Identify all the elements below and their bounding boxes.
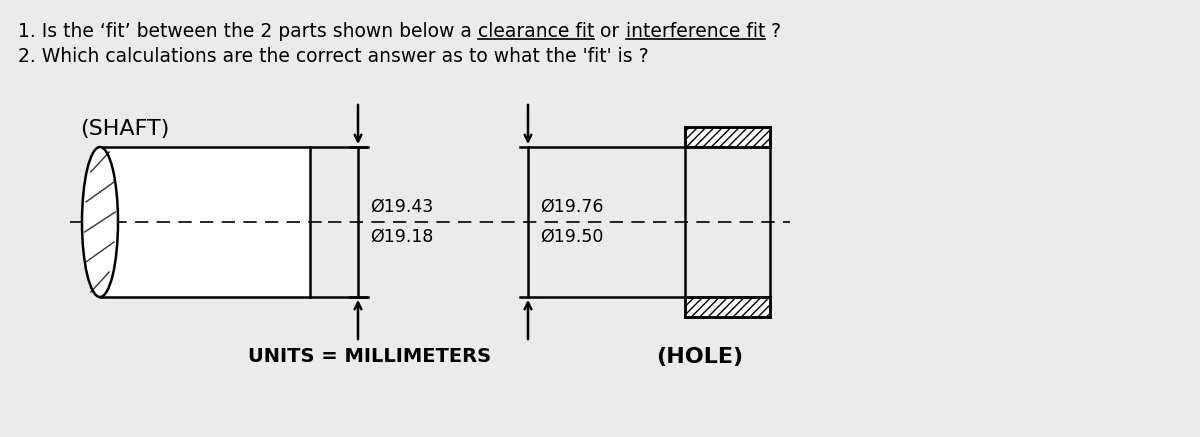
Bar	[685, 127, 770, 147]
Text: clearance fit: clearance fit	[478, 22, 594, 41]
Text: ?: ?	[764, 22, 781, 41]
Text: Ø19.18: Ø19.18	[370, 228, 433, 246]
Text: interference fit: interference fit	[625, 22, 764, 41]
Text: or: or	[594, 22, 625, 41]
Text: UNITS = MILLIMETERS: UNITS = MILLIMETERS	[248, 347, 492, 366]
Ellipse shape	[82, 147, 118, 297]
Text: (SHAFT): (SHAFT)	[80, 119, 169, 139]
Text: 1. Is the ‘fit’ between the 2 parts shown below a: 1. Is the ‘fit’ between the 2 parts show…	[18, 22, 478, 41]
Text: 2. Which calculations are the correct answer as to what the 'fit' is ?: 2. Which calculations are the correct an…	[18, 47, 649, 66]
Text: Ø19.76: Ø19.76	[540, 198, 604, 216]
Bar	[100, 147, 310, 297]
Text: Ø19.50: Ø19.50	[540, 228, 604, 246]
Text: (HOLE): (HOLE)	[656, 347, 744, 367]
Bar	[685, 297, 770, 317]
Text: Ø19.43: Ø19.43	[370, 198, 433, 216]
